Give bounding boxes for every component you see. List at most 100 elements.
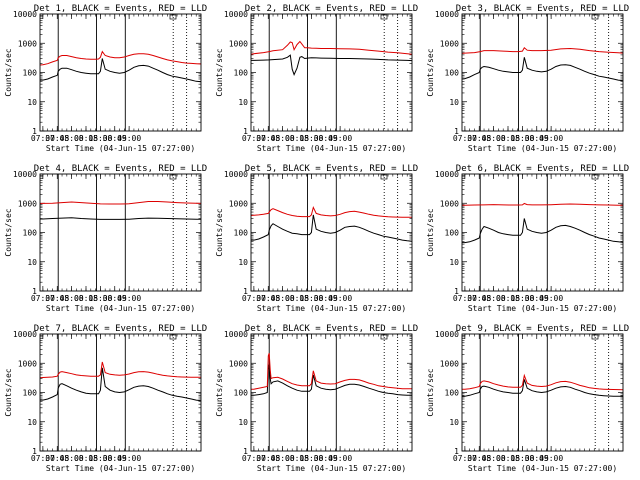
x-tick-label: 08:30 bbox=[510, 134, 534, 143]
x-tick-label: 08:30 bbox=[299, 294, 323, 303]
x-tick-label: 08:30 bbox=[510, 294, 534, 303]
y-tick-label: 10000 bbox=[435, 10, 459, 19]
y-tick-label: 100 bbox=[445, 229, 460, 238]
x-tick-label: 08:00 bbox=[271, 454, 295, 463]
x-tick-label: 08:45 bbox=[103, 134, 127, 143]
y-axis-label: Counts/sec bbox=[426, 208, 435, 256]
series-lld-line bbox=[250, 205, 412, 218]
x-tick-label: 08:15 bbox=[496, 294, 520, 303]
y-tick-label: 10000 bbox=[435, 330, 459, 339]
y-tick-label: 10000 bbox=[435, 170, 459, 179]
x-tick-label: 09:00 bbox=[328, 454, 352, 463]
plot-frame bbox=[461, 333, 624, 452]
panel-title: Det 8, BLACK = Events, RED = LLD bbox=[245, 324, 418, 334]
y-tick-label: 1000 bbox=[229, 359, 248, 368]
y-tick-label: 1000 bbox=[18, 199, 37, 208]
y-tick-label: 10000 bbox=[13, 330, 37, 339]
plot-frame bbox=[461, 173, 624, 292]
x-tick-label: 08:15 bbox=[496, 134, 520, 143]
series-events-line bbox=[40, 367, 202, 402]
x-tick-label: 09:00 bbox=[328, 134, 352, 143]
x-tick-label: 07:45 bbox=[45, 454, 69, 463]
series-events-line bbox=[251, 54, 413, 76]
series-events-line bbox=[462, 218, 624, 244]
y-tick-label: 1000 bbox=[18, 359, 37, 368]
y-axis-label: Counts/sec bbox=[4, 368, 13, 416]
series-events-line bbox=[462, 379, 623, 397]
x-tick-label: 07:45 bbox=[256, 134, 280, 143]
panel-title: Det 5, BLACK = Events, RED = LLD bbox=[245, 164, 418, 174]
x-tick-label: 08:00 bbox=[482, 294, 506, 303]
series-events-line bbox=[251, 364, 412, 396]
y-axis-label: Counts/sec bbox=[426, 48, 435, 96]
x-tick-label: 09:00 bbox=[539, 134, 563, 143]
y-tick-label: 100 bbox=[234, 69, 249, 78]
y-axis-label: Counts/sec bbox=[215, 208, 224, 256]
panel-det-8: Det 8, BLACK = Events, RED = LLD 1 10 100 10… bbox=[215, 324, 418, 473]
y-tick-label: 1000 bbox=[440, 359, 459, 368]
x-axis-label: Start Time (04-Jun-15 07:27:00) bbox=[46, 144, 195, 153]
y-tick-label: 1 bbox=[243, 447, 248, 456]
x-tick-label: 07:45 bbox=[256, 294, 280, 303]
y-tick-label: 10 bbox=[238, 418, 248, 427]
panel-det-4: Det 4, BLACK = Events, RED = LLD 1 10 100 10… bbox=[4, 164, 207, 313]
x-axis-label: Start Time (04-Jun-15 07:27:00) bbox=[257, 464, 406, 473]
x-tick-label: 08:45 bbox=[525, 454, 549, 463]
x-tick-label: 08:45 bbox=[103, 294, 127, 303]
y-tick-label: 1 bbox=[454, 127, 459, 136]
plot-frame bbox=[250, 13, 413, 132]
y-tick-label: 10000 bbox=[13, 170, 37, 179]
x-axis-label: Start Time (04-Jun-15 07:27:00) bbox=[468, 464, 617, 473]
x-axis-label: Start Time (04-Jun-15 07:27:00) bbox=[468, 304, 617, 313]
y-tick-label: 10 bbox=[238, 258, 248, 267]
x-tick-label: 08:45 bbox=[314, 294, 338, 303]
y-tick-label: 100 bbox=[23, 389, 38, 398]
series-lld-line bbox=[462, 373, 624, 391]
y-axis-label: Counts/sec bbox=[426, 368, 435, 416]
x-axis-label: Start Time (04-Jun-15 07:27:00) bbox=[46, 464, 195, 473]
series-lld-line bbox=[250, 40, 413, 55]
y-axis-label: Counts/sec bbox=[4, 208, 13, 256]
x-tick-label: 08:15 bbox=[285, 134, 309, 143]
x-tick-label: 07:30 bbox=[453, 134, 477, 143]
y-tick-label: 10 bbox=[27, 418, 37, 427]
series-lld-line bbox=[39, 201, 202, 205]
x-tick-label: 09:00 bbox=[117, 134, 141, 143]
x-tick-label: 08:00 bbox=[60, 454, 84, 463]
x-tick-label: 07:30 bbox=[31, 294, 55, 303]
series-lld-line bbox=[39, 50, 202, 66]
x-tick-label: 08:30 bbox=[88, 294, 112, 303]
x-tick-label: 07:45 bbox=[45, 294, 69, 303]
panel-title: Det 4, BLACK = Events, RED = LLD bbox=[34, 164, 207, 174]
x-tick-label: 07:45 bbox=[256, 454, 280, 463]
x-tick-label: 09:00 bbox=[539, 294, 563, 303]
panel-title: Det 9, BLACK = Events, RED = LLD bbox=[456, 324, 629, 334]
x-tick-label: 07:45 bbox=[467, 294, 491, 303]
panel-title: Det 1, BLACK = Events, RED = LLD bbox=[34, 4, 207, 14]
x-tick-label: 07:45 bbox=[467, 134, 491, 143]
y-axis-label: Counts/sec bbox=[215, 368, 224, 416]
series-events-line bbox=[461, 57, 624, 82]
y-tick-label: 10000 bbox=[13, 10, 37, 19]
y-tick-label: 1 bbox=[243, 287, 248, 296]
x-tick-label: 07:30 bbox=[242, 454, 266, 463]
series-events-line bbox=[40, 217, 201, 220]
x-tick-label: 08:00 bbox=[60, 134, 84, 143]
x-tick-label: 08:30 bbox=[88, 454, 112, 463]
series-lld-line bbox=[461, 47, 624, 54]
x-tick-label: 08:00 bbox=[482, 134, 506, 143]
y-tick-label: 1 bbox=[32, 447, 37, 456]
y-tick-label: 10000 bbox=[224, 330, 248, 339]
x-tick-label: 07:45 bbox=[45, 134, 69, 143]
series-lld-line bbox=[251, 353, 412, 390]
plot-frame bbox=[39, 13, 202, 132]
plot-frame bbox=[39, 173, 202, 292]
series-lld-line bbox=[39, 361, 201, 379]
y-tick-label: 1 bbox=[32, 287, 37, 296]
x-tick-label: 07:30 bbox=[242, 134, 266, 143]
x-tick-label: 07:30 bbox=[31, 134, 55, 143]
x-tick-label: 08:30 bbox=[299, 134, 323, 143]
plot-frame bbox=[250, 333, 413, 452]
x-axis-label: Start Time (04-Jun-15 07:27:00) bbox=[257, 144, 406, 153]
y-tick-label: 1 bbox=[32, 127, 37, 136]
